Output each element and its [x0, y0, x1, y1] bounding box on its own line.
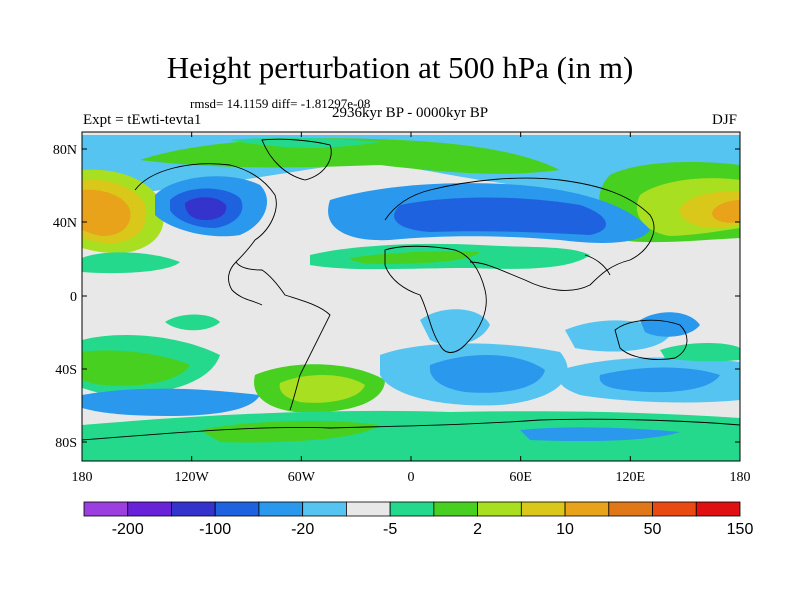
- colorbar-label: 2: [473, 521, 482, 538]
- field-trop-west: [82, 252, 180, 274]
- colorbar-label: -200: [112, 521, 144, 538]
- field-namer-core: [185, 197, 227, 220]
- field-npac-core: [82, 189, 131, 236]
- colorbar-swatch: [564, 501, 610, 517]
- maritime-continent-coast: [584, 254, 611, 276]
- colorbar-swatch: [302, 501, 347, 517]
- colorbar: -200 -100 -20 -5 2 10 50 150: [83, 501, 754, 538]
- colorbar-label: 10: [556, 521, 574, 538]
- field-antarctic-band: [82, 410, 740, 461]
- eurasia-coast: [384, 177, 655, 291]
- field-sindian-core: [429, 354, 545, 393]
- lat-tick-label: 80S: [55, 436, 77, 451]
- central-america-coast: [228, 261, 263, 306]
- experiment-label: Expt = tEwti-tevta1: [83, 112, 202, 128]
- lon-tick-label: 60W: [288, 470, 316, 485]
- colorbar-label: -5: [383, 521, 397, 538]
- field-spac-blob: [165, 314, 220, 331]
- coastlines: [82, 138, 740, 441]
- australia-coast: [614, 319, 688, 360]
- colorbar-label: -20: [291, 521, 314, 538]
- lon-tick-label: 60E: [509, 470, 532, 485]
- field-aus-blob: [640, 312, 700, 337]
- lat-tick-label: 40S: [55, 363, 77, 378]
- colorbar-label: -100: [199, 521, 231, 538]
- lon-tick-label: 0: [408, 470, 415, 485]
- americas-coast: [134, 163, 331, 411]
- field-arctic-green: [140, 138, 560, 174]
- colorbar-swatch: [345, 501, 391, 517]
- field-antarctic-blue: [520, 427, 680, 442]
- rmsd-stats: rmsd= 14.1159 diff= -1.81297e-08: [190, 96, 371, 111]
- field-saus-core: [599, 367, 720, 393]
- field-antarctic-core: [200, 420, 380, 443]
- field-spac-green-core: [82, 350, 190, 386]
- lon-tick-label: 180: [72, 470, 93, 485]
- lon-tick-label: 120E: [616, 470, 646, 485]
- lon-tick-label: 180: [730, 470, 751, 485]
- greenland-coast: [261, 138, 332, 181]
- colorbar-swatch: [520, 501, 566, 517]
- field-satl-core: [279, 374, 365, 403]
- field-eurasia-core: [394, 197, 607, 235]
- map-panel: [82, 132, 740, 461]
- field-arctic-teal: [230, 137, 380, 148]
- colorbar-swatch: [214, 501, 260, 517]
- time-period: 2936kyr BP - 0000kyr BP: [331, 105, 489, 121]
- colorbar-swatch: [477, 501, 522, 517]
- lat-tick-label: 80N: [53, 143, 77, 158]
- colorbar-swatch: [695, 501, 741, 517]
- lat-tick-label: 0: [70, 290, 77, 305]
- field-trop-atlantic-core: [350, 251, 480, 264]
- field-tasman-green: [660, 343, 740, 362]
- plot-title: Height perturbation at 500 hPa (in m): [166, 50, 634, 85]
- colorbar-label: 50: [644, 521, 662, 538]
- antarctica-coast: [82, 418, 740, 441]
- colorbar-swatch: [127, 501, 172, 517]
- colorbar-swatch: [258, 501, 304, 517]
- longitude-axis: 180 120W 60W 0 60E 120E 180: [72, 132, 751, 485]
- colorbar-swatch: [608, 501, 653, 517]
- season-label: DJF: [712, 112, 738, 128]
- field-wpac-core: [712, 200, 740, 223]
- colorbar-swatch: [83, 501, 129, 517]
- africa-coast: [384, 245, 487, 353]
- colorbar-swatch: [171, 501, 216, 517]
- colorbar-swatch: [433, 501, 479, 517]
- lat-tick-label: 40N: [53, 216, 77, 231]
- colorbar-swatch: [389, 501, 435, 517]
- colorbar-label: 150: [727, 521, 754, 538]
- latitude-axis: 80N 40N 0 40S 80S: [53, 143, 740, 451]
- field-spac-blue: [82, 388, 260, 416]
- colorbar-swatch: [652, 501, 697, 517]
- lon-tick-label: 120W: [175, 470, 210, 485]
